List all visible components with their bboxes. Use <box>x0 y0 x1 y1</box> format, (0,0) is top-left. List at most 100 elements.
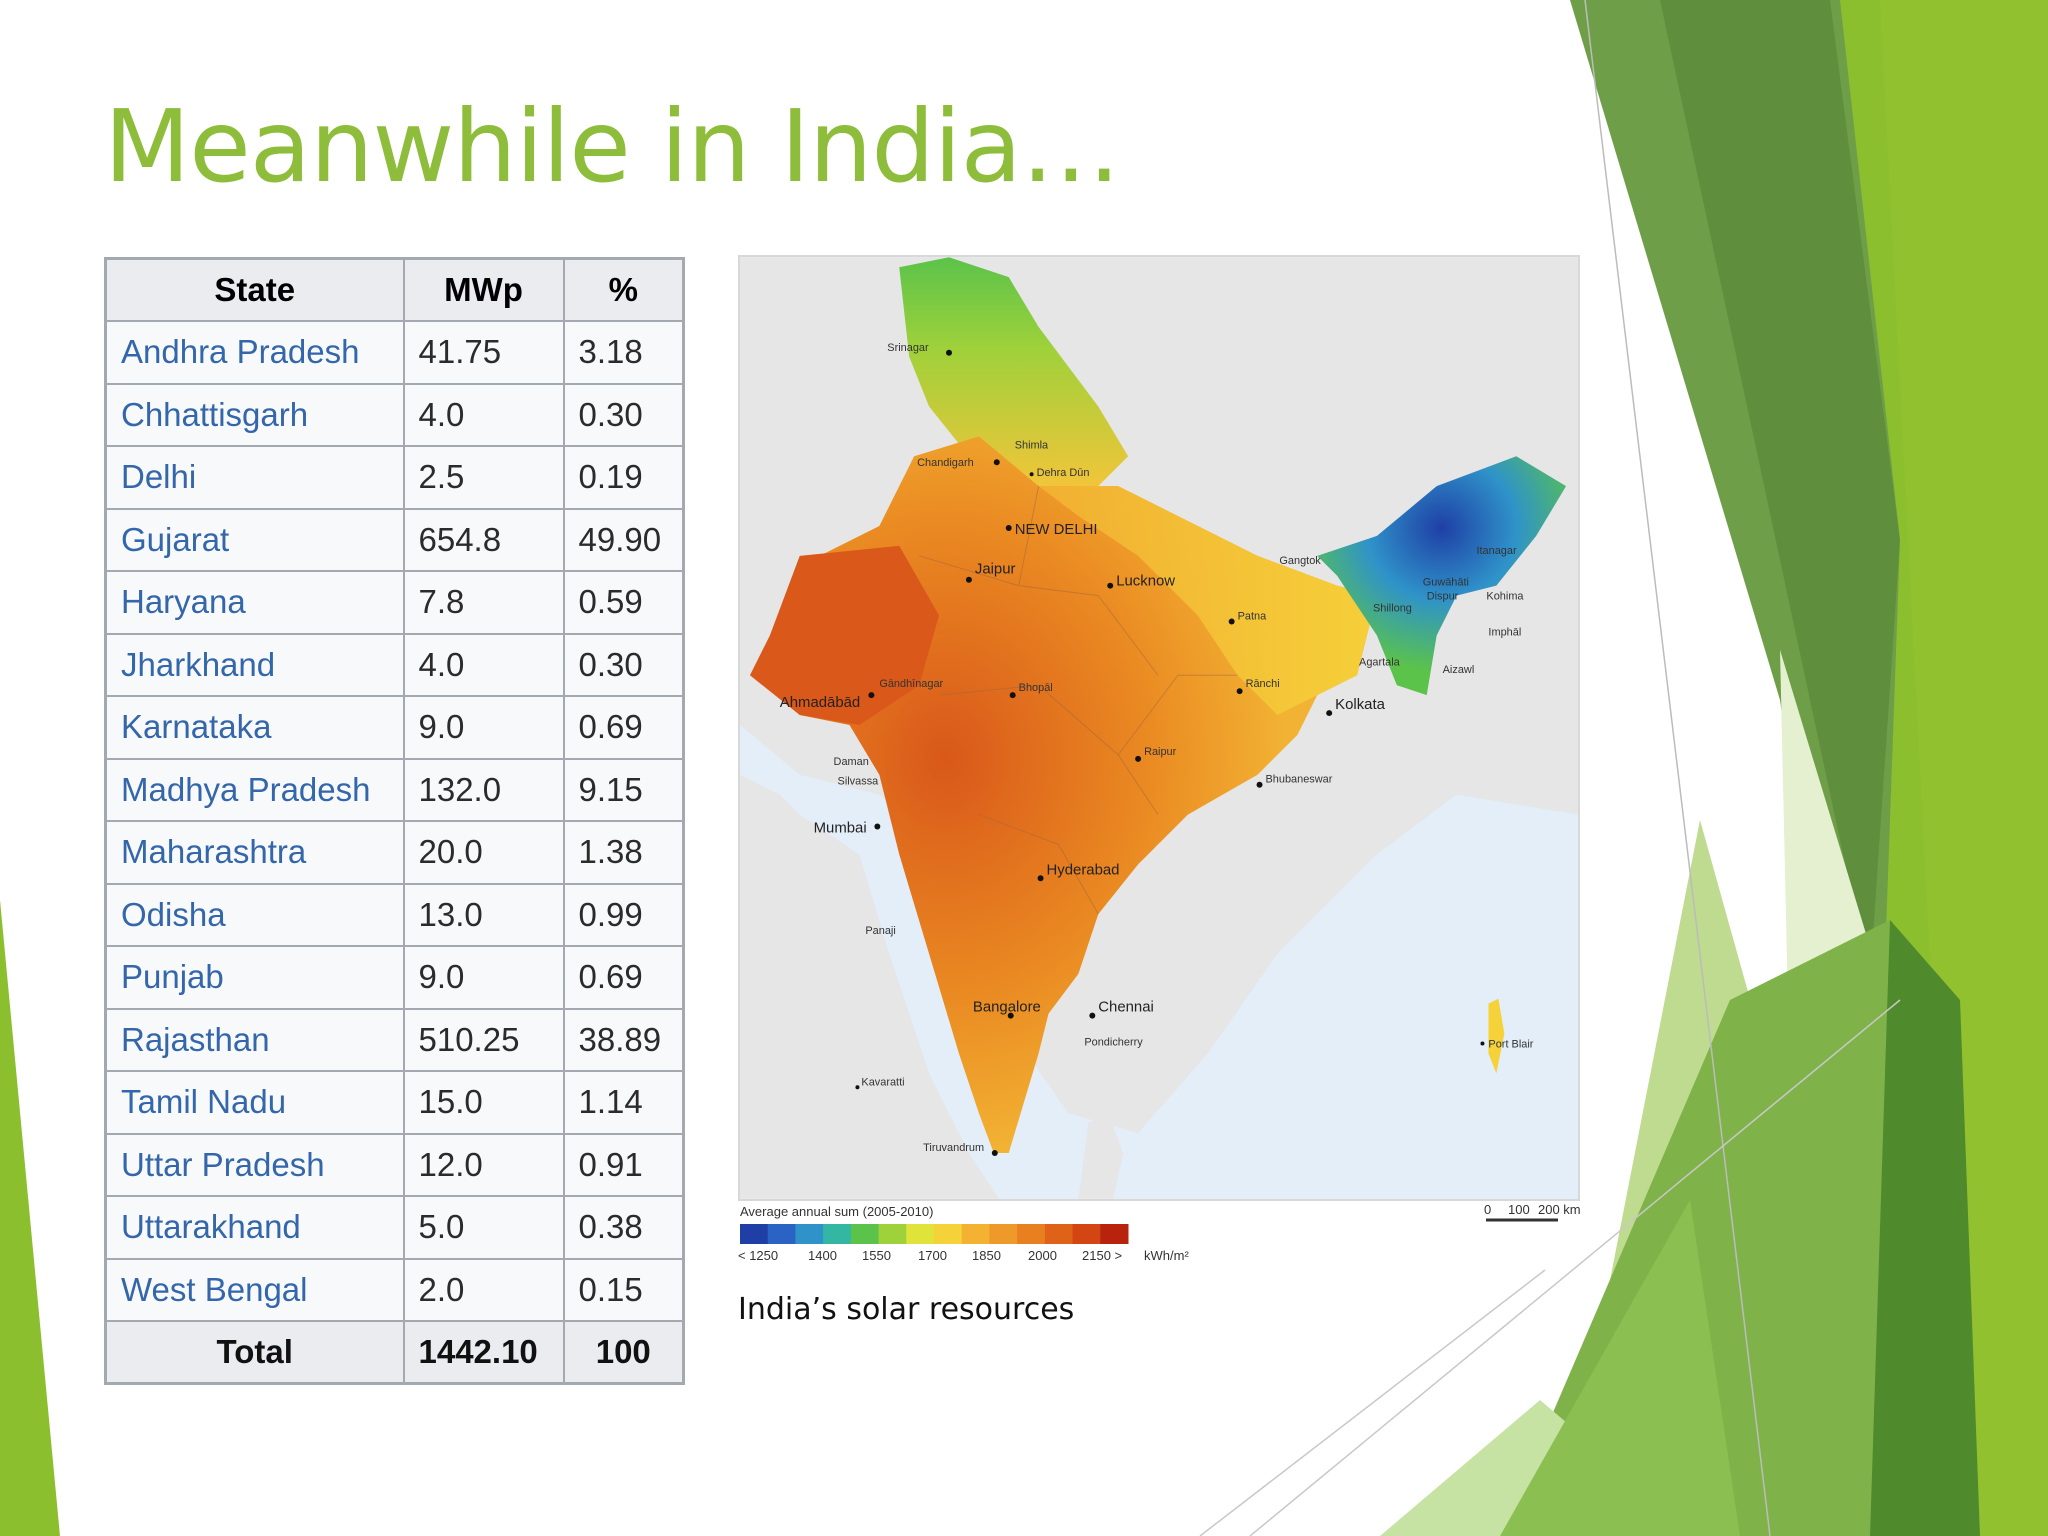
table-row: Uttar Pradesh 12.0 0.91 <box>104 1132 685 1197</box>
state-link[interactable]: Madhya Pradesh <box>104 757 405 822</box>
percent-cell: 1.38 <box>562 820 685 885</box>
table-row: Uttarakhand 5.0 0.38 <box>104 1195 685 1260</box>
city-label-raipur: Raipur <box>1144 746 1177 758</box>
mwp-cell: 510.25 <box>402 1007 565 1072</box>
city-label-gangtok: Gangtok <box>1279 555 1321 567</box>
city-label-guwahati: Guwāhāti <box>1423 577 1469 589</box>
city-dot <box>1480 1041 1485 1046</box>
city-label-jaipur: Jaipur <box>975 561 1016 578</box>
state-link[interactable]: Andhra Pradesh <box>104 320 405 385</box>
city-label-agartala: Agartala <box>1359 656 1401 668</box>
header-state: State <box>104 257 405 322</box>
mwp-cell: 132.0 <box>402 757 565 822</box>
solar-resource-map: Srinagar Chandigarh Shimla Dehra Dūn NEW… <box>738 255 1580 1201</box>
map-legend: Average annual sum (2005-2010) < 1250 14… <box>738 1202 1581 1262</box>
legend-swatch <box>961 1224 990 1244</box>
mwp-cell: 9.0 <box>402 945 565 1010</box>
state-link[interactable]: Gujarat <box>104 507 405 572</box>
india-map-graphic: Srinagar Chandigarh Shimla Dehra Dūn NEW… <box>740 257 1578 1199</box>
city-label-kavaratti: Kavaratti <box>861 1076 904 1088</box>
legend-swatch <box>1044 1224 1074 1244</box>
city-label-bhubaneswar: Bhubaneswar <box>1265 774 1332 786</box>
city-label-dispur: Dispur <box>1427 591 1459 603</box>
percent-cell: 0.59 <box>562 570 685 635</box>
legend-swatch <box>1100 1224 1129 1244</box>
city-label-dehradun: Dehra Dūn <box>1037 467 1090 479</box>
table-total-row: Total 1442.10 100 <box>104 1320 685 1385</box>
city-label-kolkata: Kolkata <box>1335 696 1385 713</box>
percent-cell: 38.89 <box>562 1007 685 1072</box>
city-dot <box>1007 1012 1014 1019</box>
mwp-cell: 20.0 <box>402 820 565 885</box>
mwp-cell: 9.0 <box>402 695 565 760</box>
city-dot <box>965 576 972 583</box>
state-link[interactable]: Tamil Nadu <box>104 1070 405 1135</box>
state-link[interactable]: Maharashtra <box>104 820 405 885</box>
city-dot <box>1135 755 1142 762</box>
state-link[interactable]: Uttarakhand <box>104 1195 405 1260</box>
state-link[interactable]: Uttar Pradesh <box>104 1132 405 1197</box>
city-label-itanagar: Itanagar <box>1476 545 1516 557</box>
legend-tick: < 1250 <box>738 1248 778 1262</box>
city-dot <box>991 1149 998 1156</box>
state-link[interactable]: Delhi <box>104 445 405 510</box>
percent-cell: 0.30 <box>562 382 685 447</box>
state-link[interactable]: Rajasthan <box>104 1007 405 1072</box>
mwp-cell: 2.5 <box>402 445 565 510</box>
northeast-region <box>1317 456 1567 696</box>
table-row: Gujarat 654.8 49.90 <box>104 507 685 572</box>
state-link[interactable]: West Bengal <box>104 1257 405 1322</box>
city-label-tiruvandrum: Tiruvandrum <box>923 1142 984 1154</box>
percent-cell: 0.19 <box>562 445 685 510</box>
city-dot <box>1089 1012 1096 1019</box>
table-row: Maharashtra 20.0 1.38 <box>104 820 685 885</box>
legend-swatch <box>989 1224 1018 1244</box>
city-dot <box>1107 582 1114 589</box>
legend-swatch <box>878 1224 907 1244</box>
legend-title: Average annual sum (2005-2010) <box>740 1204 933 1219</box>
scale-label: 100 <box>1508 1202 1530 1217</box>
city-label-bhopal: Bhopāl <box>1019 682 1053 694</box>
mwp-cell: 4.0 <box>402 382 565 447</box>
state-link[interactable]: Punjab <box>104 945 405 1010</box>
city-label-srinagar: Srinagar <box>887 342 929 354</box>
city-label-silvassa: Silvassa <box>838 776 880 788</box>
gangetic-plain <box>1038 486 1377 716</box>
state-borders <box>919 486 1238 915</box>
state-link[interactable]: Odisha <box>104 882 405 947</box>
city-label-mumbai: Mumbai <box>814 820 867 837</box>
city-label-lucknow: Lucknow <box>1116 573 1175 590</box>
scale-label: 0 <box>1484 1202 1491 1217</box>
legend-ticks: < 1250 1400 1550 1700 1850 2000 2150 > k… <box>738 1248 1189 1262</box>
mwp-cell: 7.8 <box>402 570 565 635</box>
percent-cell: 0.38 <box>562 1195 685 1260</box>
city-dot <box>1009 692 1016 699</box>
table-row: Odisha 13.0 0.99 <box>104 882 685 947</box>
mwp-cell: 12.0 <box>402 1132 565 1197</box>
city-label-kohima: Kohima <box>1486 591 1524 603</box>
table-row: Andhra Pradesh 41.75 3.18 <box>104 320 685 385</box>
state-link[interactable]: Chhattisgarh <box>104 382 405 447</box>
table-row: Haryana 7.8 0.59 <box>104 570 685 635</box>
sri-lanka <box>1078 1113 1124 1199</box>
legend-swatch <box>767 1224 796 1244</box>
state-link[interactable]: Karnataka <box>104 695 405 760</box>
legend-unit: kWh/m² <box>1144 1248 1189 1262</box>
map-caption: India’s solar resources <box>738 1292 1075 1327</box>
city-label-panaji: Panaji <box>865 925 895 937</box>
total-mwp: 1442.10 <box>402 1320 565 1385</box>
city-dot <box>1326 710 1333 717</box>
table-row: Chhattisgarh 4.0 0.30 <box>104 382 685 447</box>
percent-cell: 9.15 <box>562 757 685 822</box>
city-label-chennai: Chennai <box>1098 999 1154 1016</box>
percent-cell: 49.90 <box>562 507 685 572</box>
percent-cell: 1.14 <box>562 1070 685 1135</box>
legend-color-scale <box>740 1224 1129 1244</box>
slide-title: Meanwhile in India… <box>104 88 1121 205</box>
state-link[interactable]: Haryana <box>104 570 405 635</box>
percent-cell: 0.69 <box>562 945 685 1010</box>
percent-cell: 0.30 <box>562 632 685 697</box>
table-row: Rajasthan 510.25 38.89 <box>104 1007 685 1072</box>
state-link[interactable]: Jharkhand <box>104 632 405 697</box>
